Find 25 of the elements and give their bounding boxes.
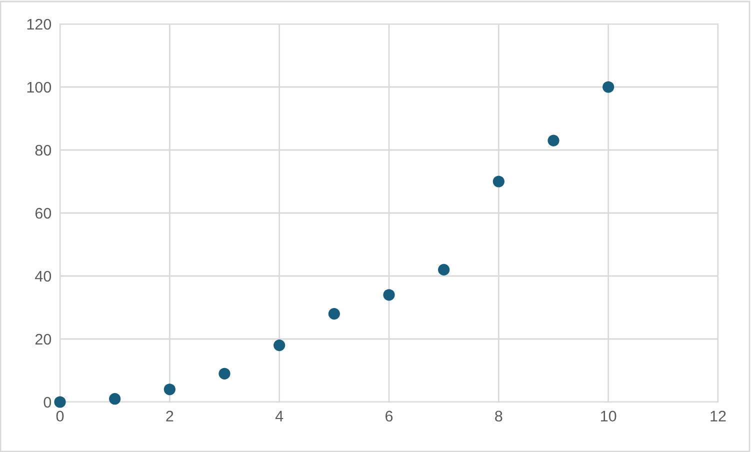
y-tick-label: 60 (35, 208, 52, 219)
y-tick-label: 120 (27, 18, 52, 30)
x-tick-label: 2 (166, 410, 174, 422)
point (218, 368, 230, 380)
y-tick-label: 0 (44, 396, 52, 408)
x-tick-label: 12 (710, 410, 726, 422)
point (54, 396, 66, 408)
point (383, 289, 395, 301)
y-tick-label: 40 (35, 270, 52, 282)
x-tick-label: 8 (495, 410, 502, 422)
point (274, 339, 286, 352)
point (164, 384, 176, 396)
point (328, 308, 340, 320)
point (492, 176, 504, 188)
x-tick-label: 10 (601, 410, 616, 422)
point (548, 134, 560, 146)
point (602, 81, 614, 93)
y-tick-label: 100 (27, 82, 52, 93)
x-tick-label: 4 (275, 410, 284, 422)
x-tick-label: 0 (56, 410, 64, 422)
y-tick-label: 20 (35, 334, 52, 345)
point (438, 264, 450, 276)
point (109, 393, 121, 405)
x-tick-label: 6 (386, 410, 393, 422)
y-tick-label: 80 (35, 144, 52, 156)
